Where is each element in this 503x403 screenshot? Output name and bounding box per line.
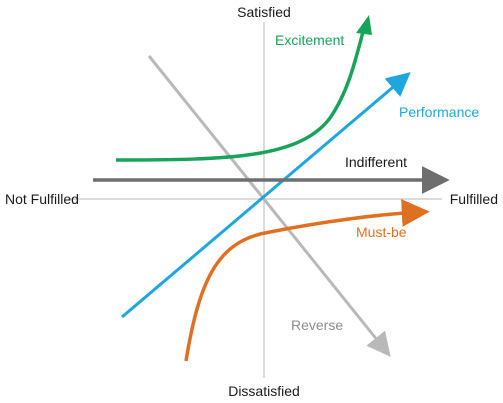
reverse-label: Reverse [291, 317, 343, 333]
performance-label: Performance [399, 104, 479, 120]
excitement-label: Excitement [275, 32, 344, 48]
indifferent-label: Indifferent [345, 154, 407, 170]
must-be-curve [184, 198, 430, 362]
must-be-label: Must-be [356, 224, 407, 240]
excitement-curve [115, 27, 366, 162]
performance-curve [121, 72, 411, 319]
reverse-curve [147, 55, 391, 357]
axis-label-dissatisfied: Dissatisfied [228, 383, 300, 399]
excitement-arrowhead [356, 15, 372, 35]
axis-label-fulfilled: Fulfilled [450, 191, 498, 207]
axis-label-not-fulfilled: Not Fulfilled [5, 191, 79, 207]
axis-label-satisfied: Satisfied [237, 4, 291, 20]
